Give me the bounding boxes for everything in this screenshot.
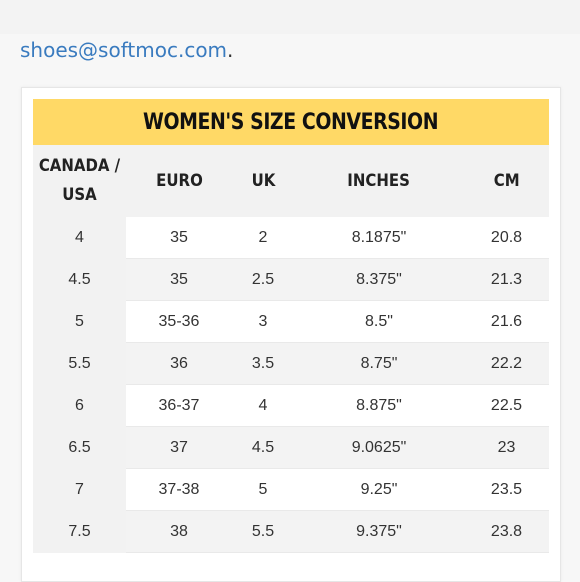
cell-uk: 2 [232, 217, 294, 259]
cell-uk: 3 [232, 300, 294, 343]
cell-inches: 8.1875" [294, 217, 464, 259]
trailing-punctuation: . [227, 38, 234, 62]
cell-inches: 9.375" [294, 510, 464, 553]
size-chart-title-bar: WOMEN'S SIZE CONVERSION [33, 99, 549, 145]
cell-canada-usa: 5.5 [33, 342, 126, 385]
cell-cm: 22.5 [464, 384, 549, 427]
cell-uk: 3.5 [232, 342, 294, 385]
header-euro: EURO [126, 145, 232, 217]
cell-cm: 23.5 [464, 468, 549, 511]
header-inches: INCHES [294, 145, 464, 217]
table-row: 4 35 2 8.1875" 20.8 [33, 217, 549, 259]
cell-inches: 9.25" [294, 468, 464, 511]
cell-cm: 23.8 [464, 510, 549, 553]
cell-canada-usa: 7 [33, 468, 126, 511]
table-row: 6.5 37 4.5 9.0625" 23 [33, 426, 549, 469]
cell-euro: 36 [126, 342, 232, 385]
table-row: 6 36-37 4 8.875" 22.5 [33, 384, 549, 427]
cell-inches: 9.0625" [294, 426, 464, 469]
size-chart-card: WOMEN'S SIZE CONVERSION CANADA / USA EUR… [21, 87, 561, 582]
top-strip [0, 0, 580, 34]
cell-uk: 4.5 [232, 426, 294, 469]
cell-euro: 37-38 [126, 468, 232, 511]
cell-cm: 21.6 [464, 300, 549, 343]
cell-uk: 5.5 [232, 510, 294, 553]
table-header-row: CANADA / USA EURO UK INCHES CM [33, 145, 549, 217]
cell-canada-usa: 7.5 [33, 510, 126, 553]
table-row: 4.5 35 2.5 8.375" 21.3 [33, 258, 549, 301]
cell-inches: 8.375" [294, 258, 464, 301]
cell-inches: 8.875" [294, 384, 464, 427]
email-link[interactable]: shoes@softmoc.com [20, 38, 228, 62]
table-row: 7.5 38 5.5 9.375" 23.8 [33, 510, 549, 553]
cell-euro: 35 [126, 217, 232, 259]
cell-cm: 21.3 [464, 258, 549, 301]
cell-euro: 38 [126, 510, 232, 553]
table-row: 7 37-38 5 9.25" 23.5 [33, 468, 549, 511]
cell-uk: 5 [232, 468, 294, 511]
cell-canada-usa: 4.5 [33, 258, 126, 301]
cell-inches: 8.75" [294, 342, 464, 385]
cell-cm: 20.8 [464, 217, 549, 259]
cell-uk: 4 [232, 384, 294, 427]
cell-canada-usa: 4 [33, 217, 126, 259]
table-row: 5 35-36 3 8.5" 21.6 [33, 300, 549, 343]
cell-canada-usa: 5 [33, 300, 126, 343]
header-uk: UK [232, 145, 294, 217]
table-row: 5.5 36 3.5 8.75" 22.2 [33, 342, 549, 385]
size-conversion-table: CANADA / USA EURO UK INCHES CM 4 35 2 8.… [33, 145, 549, 553]
cell-canada-usa: 6 [33, 384, 126, 427]
cell-euro: 37 [126, 426, 232, 469]
header-canada-usa: CANADA / USA [33, 145, 126, 217]
cell-euro: 35-36 [126, 300, 232, 343]
cell-cm: 22.2 [464, 342, 549, 385]
cell-cm: 23 [464, 426, 549, 469]
cell-uk: 2.5 [232, 258, 294, 301]
cell-inches: 8.5" [294, 300, 464, 343]
cell-canada-usa: 6.5 [33, 426, 126, 469]
header-cm: CM [464, 145, 549, 217]
size-chart-title: WOMEN'S SIZE CONVERSION [143, 109, 439, 135]
cell-euro: 36-37 [126, 384, 232, 427]
table-body: 4 35 2 8.1875" 20.8 4.5 35 2.5 8.375" 21… [33, 217, 549, 553]
cell-euro: 35 [126, 258, 232, 301]
contact-line: shoes@softmoc.com. [20, 36, 233, 64]
